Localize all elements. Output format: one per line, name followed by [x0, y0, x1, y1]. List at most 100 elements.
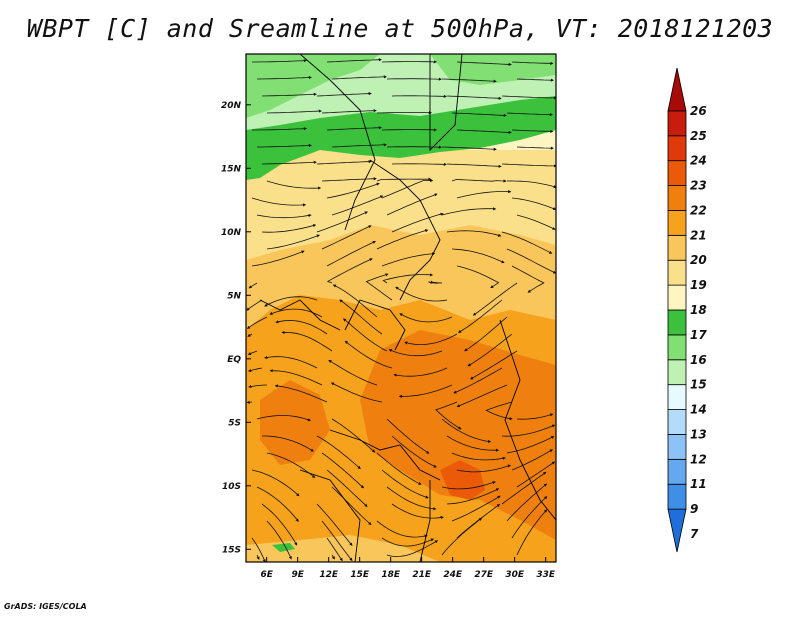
streamline	[321, 520, 353, 562]
streamline	[511, 129, 554, 133]
colorbar-label: 17	[690, 328, 707, 342]
lon-tick-label: 30E	[505, 570, 525, 580]
streamlines	[246, 58, 556, 562]
colorbar-segment	[667, 259, 687, 286]
streamline	[506, 483, 548, 522]
streamline	[386, 486, 437, 511]
streamline	[251, 250, 305, 267]
streamline	[247, 367, 263, 373]
colorbar-label: 12	[690, 452, 707, 466]
colorbar-segment	[667, 359, 687, 386]
streamline	[456, 504, 501, 539]
streamline	[391, 435, 437, 468]
streamline	[381, 252, 436, 267]
colorbar-label: 25	[690, 129, 707, 143]
streamline	[331, 418, 376, 453]
colorbar-label: 20	[690, 253, 707, 267]
streamline	[451, 179, 507, 183]
streamline	[469, 350, 518, 380]
streamline	[376, 520, 428, 538]
streamline	[398, 384, 453, 398]
streamline	[376, 452, 422, 485]
lat-tick-label: 10S	[222, 482, 241, 492]
streamline	[472, 282, 518, 316]
streamline	[501, 95, 556, 100]
streamline	[251, 197, 307, 207]
lon-tick-label: 9E	[291, 570, 304, 580]
streamline	[457, 299, 503, 333]
colorbar-segment	[667, 384, 687, 410]
streamline	[326, 537, 343, 562]
streamline	[252, 127, 307, 131]
lon-tick-label: 12E	[319, 570, 339, 580]
streamline	[252, 59, 307, 63]
streamline	[501, 231, 553, 254]
colorbar-label: 26	[690, 104, 707, 118]
colorbar-segment	[667, 508, 687, 553]
streamline	[441, 517, 483, 556]
lon-tick-label: 21E	[412, 570, 432, 580]
wbpt-band-23	[440, 460, 485, 500]
streamline	[456, 265, 500, 289]
colorbar-label: 23	[690, 179, 707, 193]
border-line	[499, 319, 556, 521]
streamline	[326, 258, 373, 284]
streamline	[506, 436, 555, 454]
streamline	[404, 333, 458, 345]
streamline	[516, 509, 548, 556]
map-frame	[245, 53, 557, 563]
streamline	[451, 112, 507, 117]
streamline	[456, 61, 512, 66]
border-line	[344, 299, 406, 351]
streamline	[316, 435, 361, 470]
streamline	[428, 280, 443, 284]
colorbar-label: 18	[690, 303, 707, 317]
colorbar-segment	[667, 458, 687, 485]
lon-tick-label: 33E	[536, 570, 556, 580]
streamline	[261, 160, 317, 165]
streamline	[441, 78, 497, 83]
grads-credit: GrADS: IGES/COLA	[4, 602, 87, 611]
streamline	[256, 554, 260, 560]
streamline	[446, 435, 500, 452]
colorbar-segment	[667, 309, 687, 336]
streamline	[316, 92, 372, 97]
streamline	[326, 126, 382, 131]
streamline	[391, 162, 447, 166]
lon-tick-label: 15E	[350, 570, 370, 580]
streamline	[464, 316, 508, 352]
streamline	[266, 109, 322, 114]
streamline	[441, 146, 497, 151]
streamline	[269, 369, 323, 386]
wbpt-band-17	[246, 54, 556, 118]
streamline	[501, 471, 547, 505]
colorbar-segment	[667, 434, 687, 460]
border-line	[419, 480, 431, 562]
streamline	[326, 182, 380, 199]
lat-tick-label: 5N	[227, 291, 241, 301]
wbpt-band-22-west	[260, 380, 330, 465]
streamline	[376, 229, 429, 250]
streamline	[248, 384, 268, 389]
colorbar-segment	[667, 284, 687, 311]
streamline	[256, 213, 312, 219]
streamline	[391, 94, 447, 98]
streamline	[330, 382, 383, 403]
streamline	[331, 554, 335, 560]
streamline	[453, 367, 503, 394]
streamline	[247, 350, 258, 355]
streamline	[506, 180, 556, 189]
colorbar-label: 15	[690, 378, 707, 392]
streamline	[516, 146, 554, 150]
streamline	[316, 503, 353, 546]
colorbar-label: 7	[690, 527, 699, 541]
streamline	[257, 143, 312, 148]
streamline	[516, 413, 554, 420]
border-line	[329, 429, 441, 481]
streamline	[246, 299, 263, 311]
colorbar-segment	[667, 483, 687, 510]
colorbar-label: 21	[690, 228, 707, 242]
border-line	[259, 299, 341, 331]
border-line	[299, 54, 376, 231]
